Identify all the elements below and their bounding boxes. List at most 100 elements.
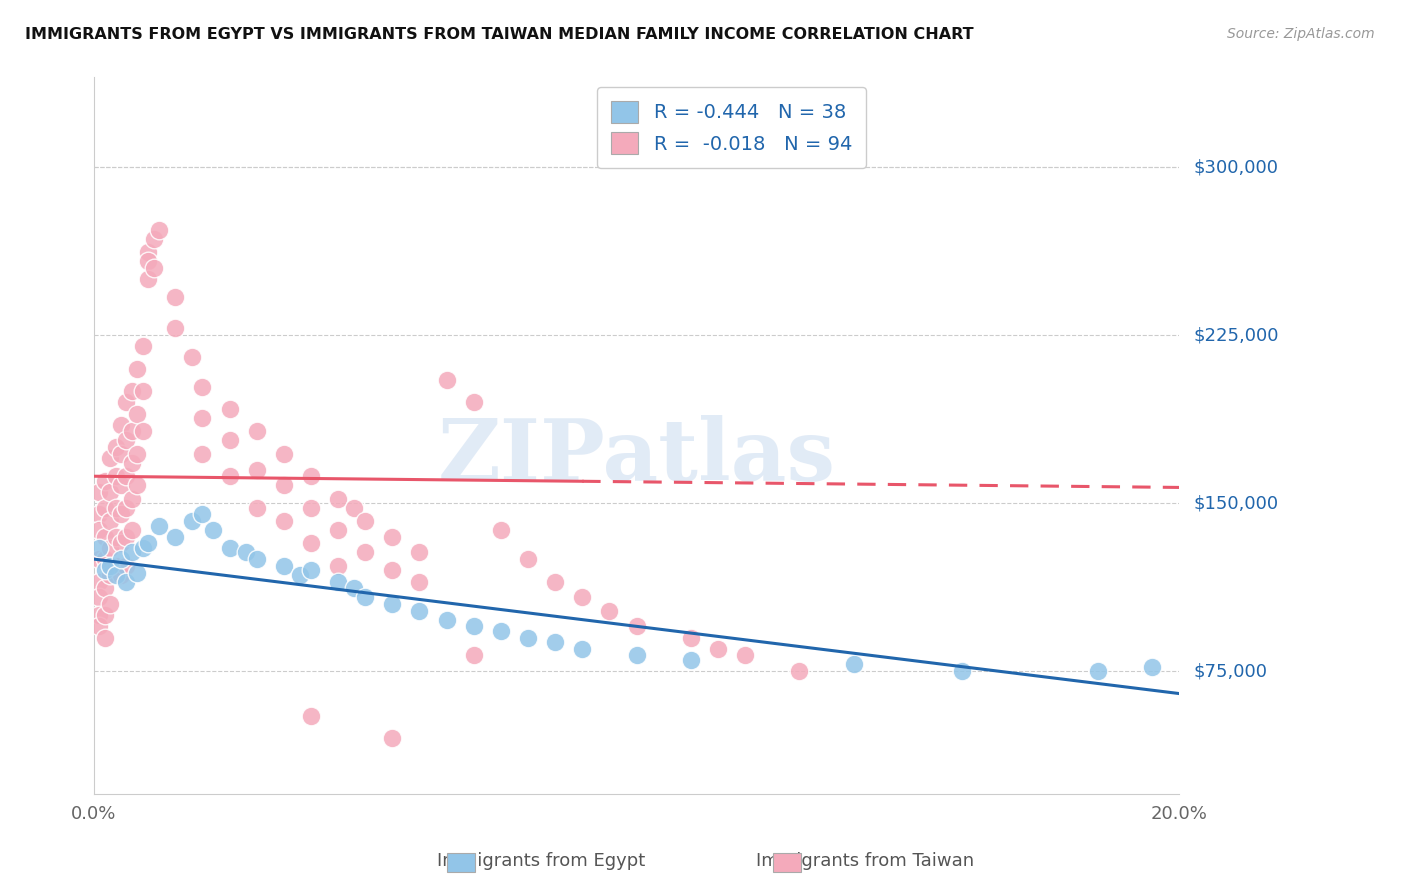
Point	[121, 545, 143, 559]
Point	[115, 574, 138, 589]
Point	[218, 541, 240, 555]
Point	[110, 536, 132, 550]
Point	[1087, 664, 1109, 678]
Point	[104, 440, 127, 454]
Point	[544, 574, 567, 589]
Point	[1140, 659, 1163, 673]
Point	[218, 469, 240, 483]
Point	[218, 434, 240, 448]
Point	[463, 648, 485, 663]
Point	[115, 500, 138, 515]
Point	[148, 518, 170, 533]
Point	[165, 290, 187, 304]
Point	[104, 558, 127, 573]
Point	[121, 491, 143, 506]
Point	[191, 447, 214, 461]
Point	[94, 581, 117, 595]
Point	[180, 514, 202, 528]
Point	[354, 514, 377, 528]
Point	[127, 361, 149, 376]
Point	[98, 484, 121, 499]
Point	[299, 563, 322, 577]
Point	[98, 541, 121, 555]
Point	[98, 558, 121, 573]
Point	[381, 731, 404, 746]
Point	[408, 545, 430, 559]
Point	[288, 567, 311, 582]
Point	[110, 552, 132, 566]
Point	[436, 373, 458, 387]
Point	[626, 648, 648, 663]
Point	[235, 545, 257, 559]
Point	[89, 591, 111, 605]
Point	[436, 613, 458, 627]
Point	[98, 514, 121, 528]
Point	[89, 608, 111, 623]
Point	[132, 339, 155, 353]
Point	[343, 500, 366, 515]
Point	[626, 619, 648, 633]
Point	[98, 451, 121, 466]
Point	[94, 500, 117, 515]
Point	[165, 530, 187, 544]
Point	[132, 541, 155, 555]
Point	[89, 541, 111, 555]
Point	[381, 597, 404, 611]
Point	[354, 591, 377, 605]
Text: $225,000: $225,000	[1194, 326, 1278, 344]
Point	[326, 491, 349, 506]
Point	[94, 552, 117, 566]
Point	[115, 395, 138, 409]
Point	[121, 425, 143, 439]
Point	[165, 321, 187, 335]
Point	[246, 425, 269, 439]
Point	[94, 563, 117, 577]
Point	[326, 574, 349, 589]
Point	[115, 558, 138, 573]
Point	[110, 567, 132, 582]
Point	[132, 425, 155, 439]
Point	[104, 567, 127, 582]
Point	[94, 608, 117, 623]
Point	[408, 574, 430, 589]
Text: Immigrants from Taiwan: Immigrants from Taiwan	[755, 852, 974, 870]
Point	[142, 260, 165, 275]
Point	[110, 447, 132, 461]
Point	[489, 523, 512, 537]
Point	[544, 635, 567, 649]
Point	[136, 272, 159, 286]
Point	[381, 563, 404, 577]
Point	[89, 574, 111, 589]
Point	[354, 545, 377, 559]
Point	[218, 402, 240, 417]
Point	[136, 245, 159, 260]
Point	[408, 604, 430, 618]
Point	[180, 351, 202, 365]
Point	[273, 514, 295, 528]
Text: $75,000: $75,000	[1194, 662, 1267, 680]
Point	[381, 530, 404, 544]
Point	[679, 631, 702, 645]
Point	[950, 664, 973, 678]
Point	[246, 500, 269, 515]
Point	[142, 232, 165, 246]
Point	[94, 631, 117, 645]
Point	[115, 469, 138, 483]
Point	[299, 536, 322, 550]
Point	[273, 558, 295, 573]
Point	[110, 508, 132, 522]
Point	[842, 657, 865, 672]
Point	[299, 500, 322, 515]
Point	[121, 384, 143, 398]
Point	[463, 395, 485, 409]
Point	[326, 523, 349, 537]
Point	[127, 447, 149, 461]
Point	[121, 523, 143, 537]
Point	[787, 664, 810, 678]
Point	[246, 552, 269, 566]
Point	[104, 530, 127, 544]
Point	[132, 384, 155, 398]
Point	[89, 552, 111, 566]
Point	[94, 530, 117, 544]
Point	[343, 581, 366, 595]
